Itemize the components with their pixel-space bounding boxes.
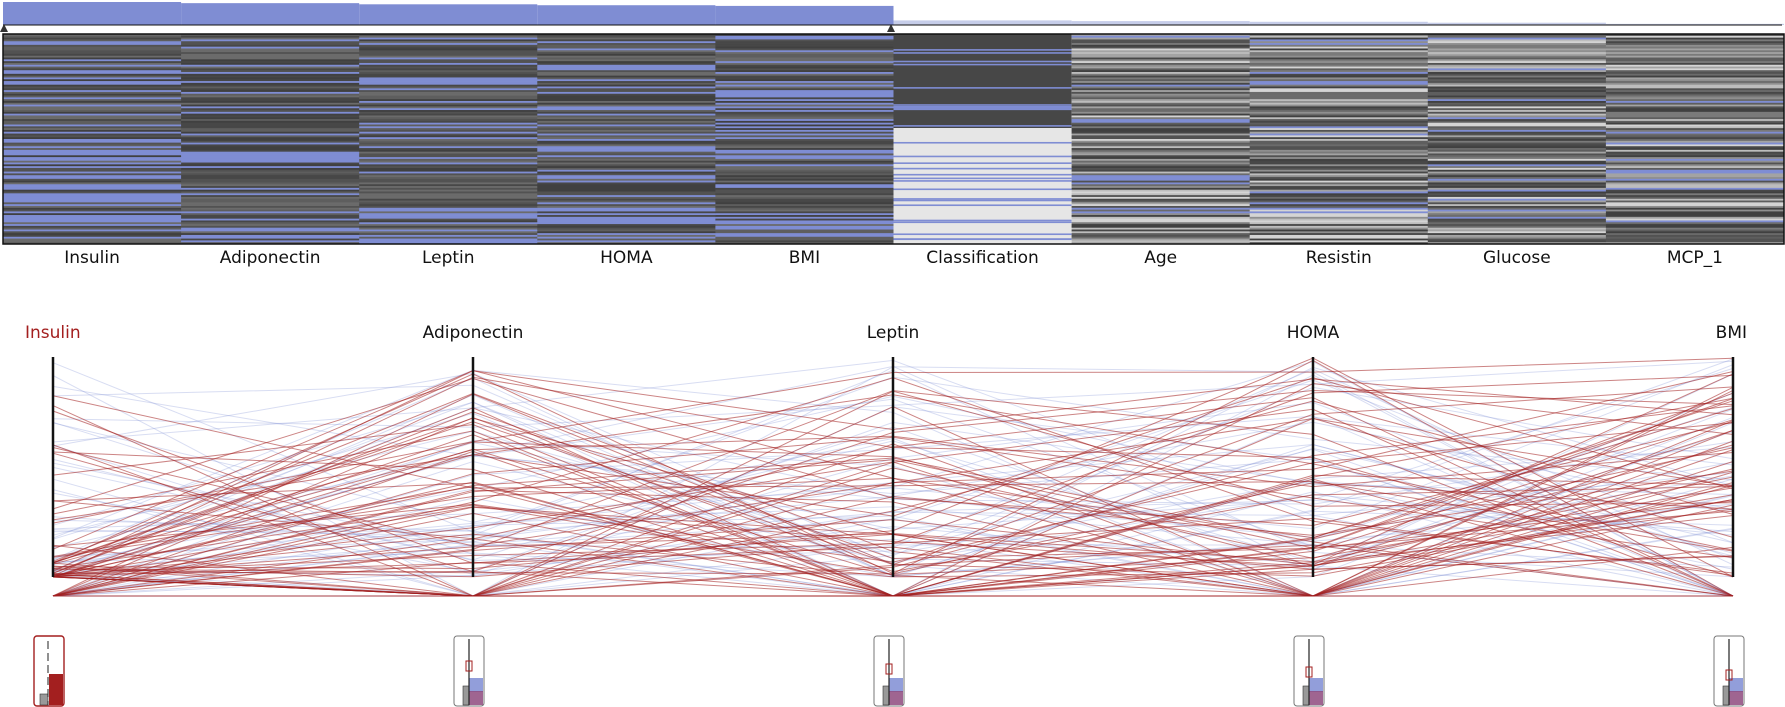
heatmap-label-classification[interactable]: Classification xyxy=(926,248,1038,268)
pcp-axis-title-insulin[interactable]: Insulin xyxy=(25,323,81,343)
importance-bar-resistin[interactable] xyxy=(1249,21,1428,25)
parallel-coordinates-axes xyxy=(51,357,1735,577)
mini-plot-insulin[interactable] xyxy=(33,635,65,707)
importance-bar-homa[interactable] xyxy=(537,5,716,26)
distribution-mini-plots xyxy=(33,635,1745,707)
heatmap-label-bmi[interactable]: BMI xyxy=(789,248,820,268)
heatmap-label-adiponectin[interactable]: Adiponectin xyxy=(220,248,321,268)
heatmap-label-glucose[interactable]: Glucose xyxy=(1483,248,1551,268)
heatmap-label-insulin[interactable]: Insulin xyxy=(64,248,120,268)
pcp-line-highlighted xyxy=(52,474,1734,597)
importance-bar-insulin[interactable] xyxy=(3,2,182,25)
importance-bar-bmi[interactable] xyxy=(715,5,894,25)
heatmap-label-age[interactable]: Age xyxy=(1144,248,1177,268)
mini-plot-homa[interactable] xyxy=(1293,635,1325,707)
heatmap-column-resistin[interactable] xyxy=(1249,34,1429,245)
importance-bar-adiponectin[interactable] xyxy=(181,3,360,26)
importance-start-marker-icon[interactable] xyxy=(0,24,8,32)
heatmap-label-homa[interactable]: HOMA xyxy=(600,248,653,268)
pcp-axis-title-leptin[interactable]: Leptin xyxy=(867,323,920,343)
mini-plot-adiponectin[interactable] xyxy=(453,635,485,707)
importance-bar-leptin[interactable] xyxy=(359,4,538,26)
heatmap-column-insulin[interactable] xyxy=(3,34,182,245)
heatmap-frame xyxy=(2,33,1785,245)
heatmap-label-leptin[interactable]: Leptin xyxy=(422,248,475,268)
pcp-axis-title-bmi[interactable]: BMI xyxy=(1716,323,1747,343)
importance-bar-classification[interactable] xyxy=(893,20,1072,25)
heatmap-column-homa[interactable] xyxy=(537,34,716,245)
importance-split-marker-icon[interactable] xyxy=(887,24,895,32)
heatmap-column-mcp-1[interactable] xyxy=(1605,34,1785,245)
pcp-axis-title-adiponectin[interactable]: Adiponectin xyxy=(423,323,524,343)
heatmap-column-classification[interactable] xyxy=(893,34,1072,244)
heatmap-column-glucose[interactable] xyxy=(1427,34,1607,245)
heatmap-column-adiponectin[interactable] xyxy=(181,34,360,245)
parallel-coordinates-axis-titles: Insulin Adiponectin Leptin HOMA BMI xyxy=(25,323,1747,343)
importance-bar-strip xyxy=(3,2,1784,26)
importance-bar-mcp-1[interactable] xyxy=(1605,23,1784,25)
heatmap-column-leptin[interactable] xyxy=(359,34,538,245)
pcp-axis-title-homa[interactable]: HOMA xyxy=(1287,323,1340,343)
mini-plot-leptin[interactable] xyxy=(873,635,905,707)
heatmap-label-mcp-1[interactable]: MCP_1 xyxy=(1667,248,1723,268)
heatmap-column-bmi[interactable] xyxy=(715,34,894,245)
mini-plot-bmi[interactable] xyxy=(1713,635,1745,707)
heatmap-column-labels: Insulin Adiponectin Leptin HOMA BMI Classific… xyxy=(64,248,1723,268)
importance-bar-glucose[interactable] xyxy=(1427,22,1606,25)
heatmap-label-resistin[interactable]: Resistin xyxy=(1306,248,1372,268)
heatmap-column-age[interactable] xyxy=(1071,34,1251,245)
importance-bar-age[interactable] xyxy=(1071,21,1250,25)
heatmap xyxy=(3,34,1785,245)
parallel-coordinates-lines xyxy=(52,357,1734,597)
